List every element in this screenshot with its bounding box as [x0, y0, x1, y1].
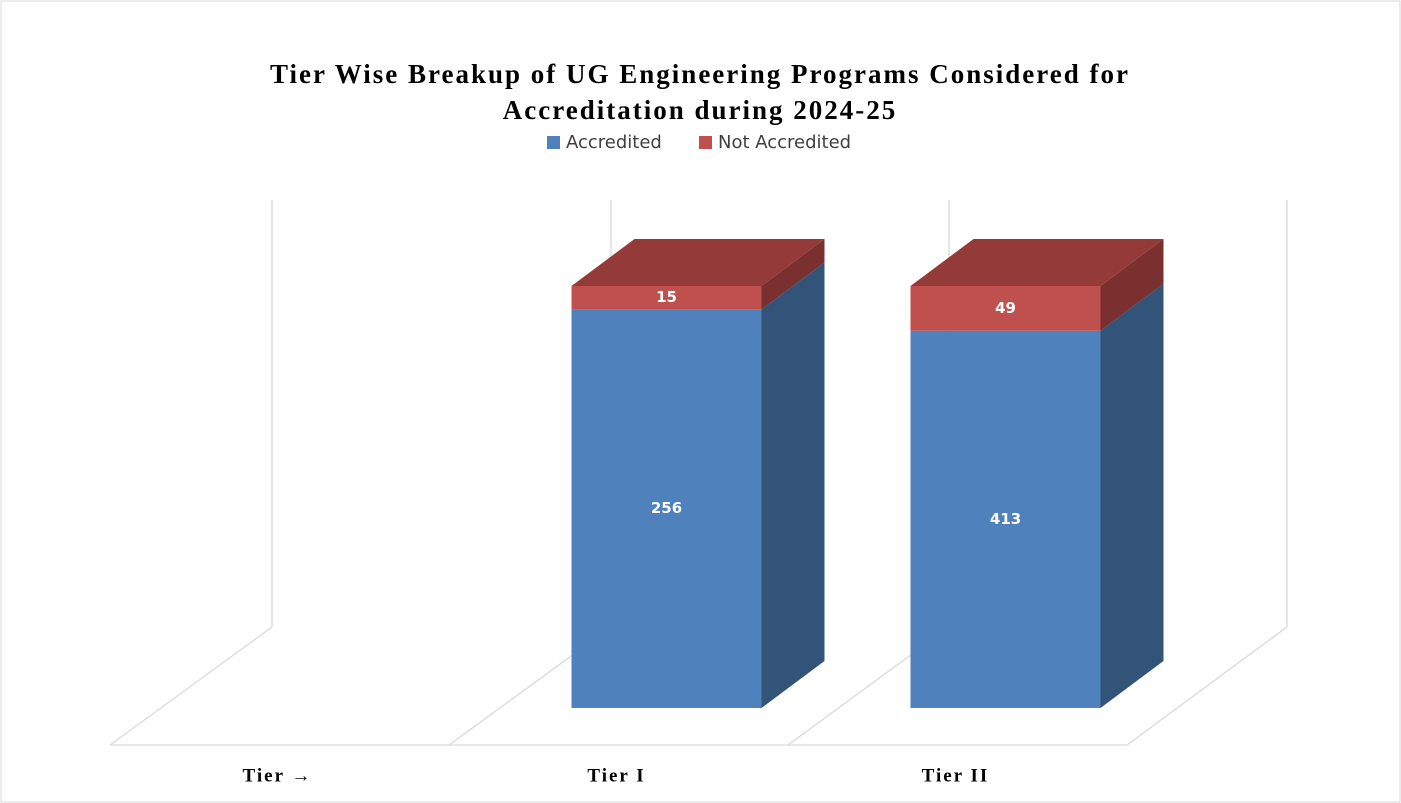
- floor-line: [1126, 626, 1288, 746]
- chart-title: Accreditation during 2024-25: [503, 95, 898, 125]
- chart-title: Tier Wise Breakup of UG Engineering Prog…: [270, 59, 1130, 89]
- data-label: 256: [651, 499, 682, 517]
- bar-side: [1100, 239, 1164, 331]
- data-label: 15: [656, 288, 677, 306]
- bar: [910, 286, 1101, 331]
- bar-top: [910, 239, 1164, 286]
- bar-side: [761, 262, 825, 708]
- floor-line: [109, 626, 273, 746]
- data-label: 49: [995, 299, 1016, 317]
- x-tick-label: Tier I: [587, 765, 645, 786]
- legend-label: Not Accredited: [718, 132, 851, 153]
- bar-top: [571, 239, 825, 286]
- bar: [571, 309, 762, 708]
- bar-side: [1100, 283, 1164, 708]
- bar: [571, 286, 762, 310]
- bar: [910, 330, 1101, 708]
- x-tick-label: Tier II: [922, 765, 990, 786]
- data-label: 413: [990, 510, 1021, 528]
- legend-label: Accredited: [566, 132, 662, 153]
- legend-swatch: [547, 136, 560, 149]
- bar-side: [761, 239, 825, 310]
- legend-swatch: [699, 136, 712, 149]
- x-tick-label: Tier →: [243, 765, 313, 786]
